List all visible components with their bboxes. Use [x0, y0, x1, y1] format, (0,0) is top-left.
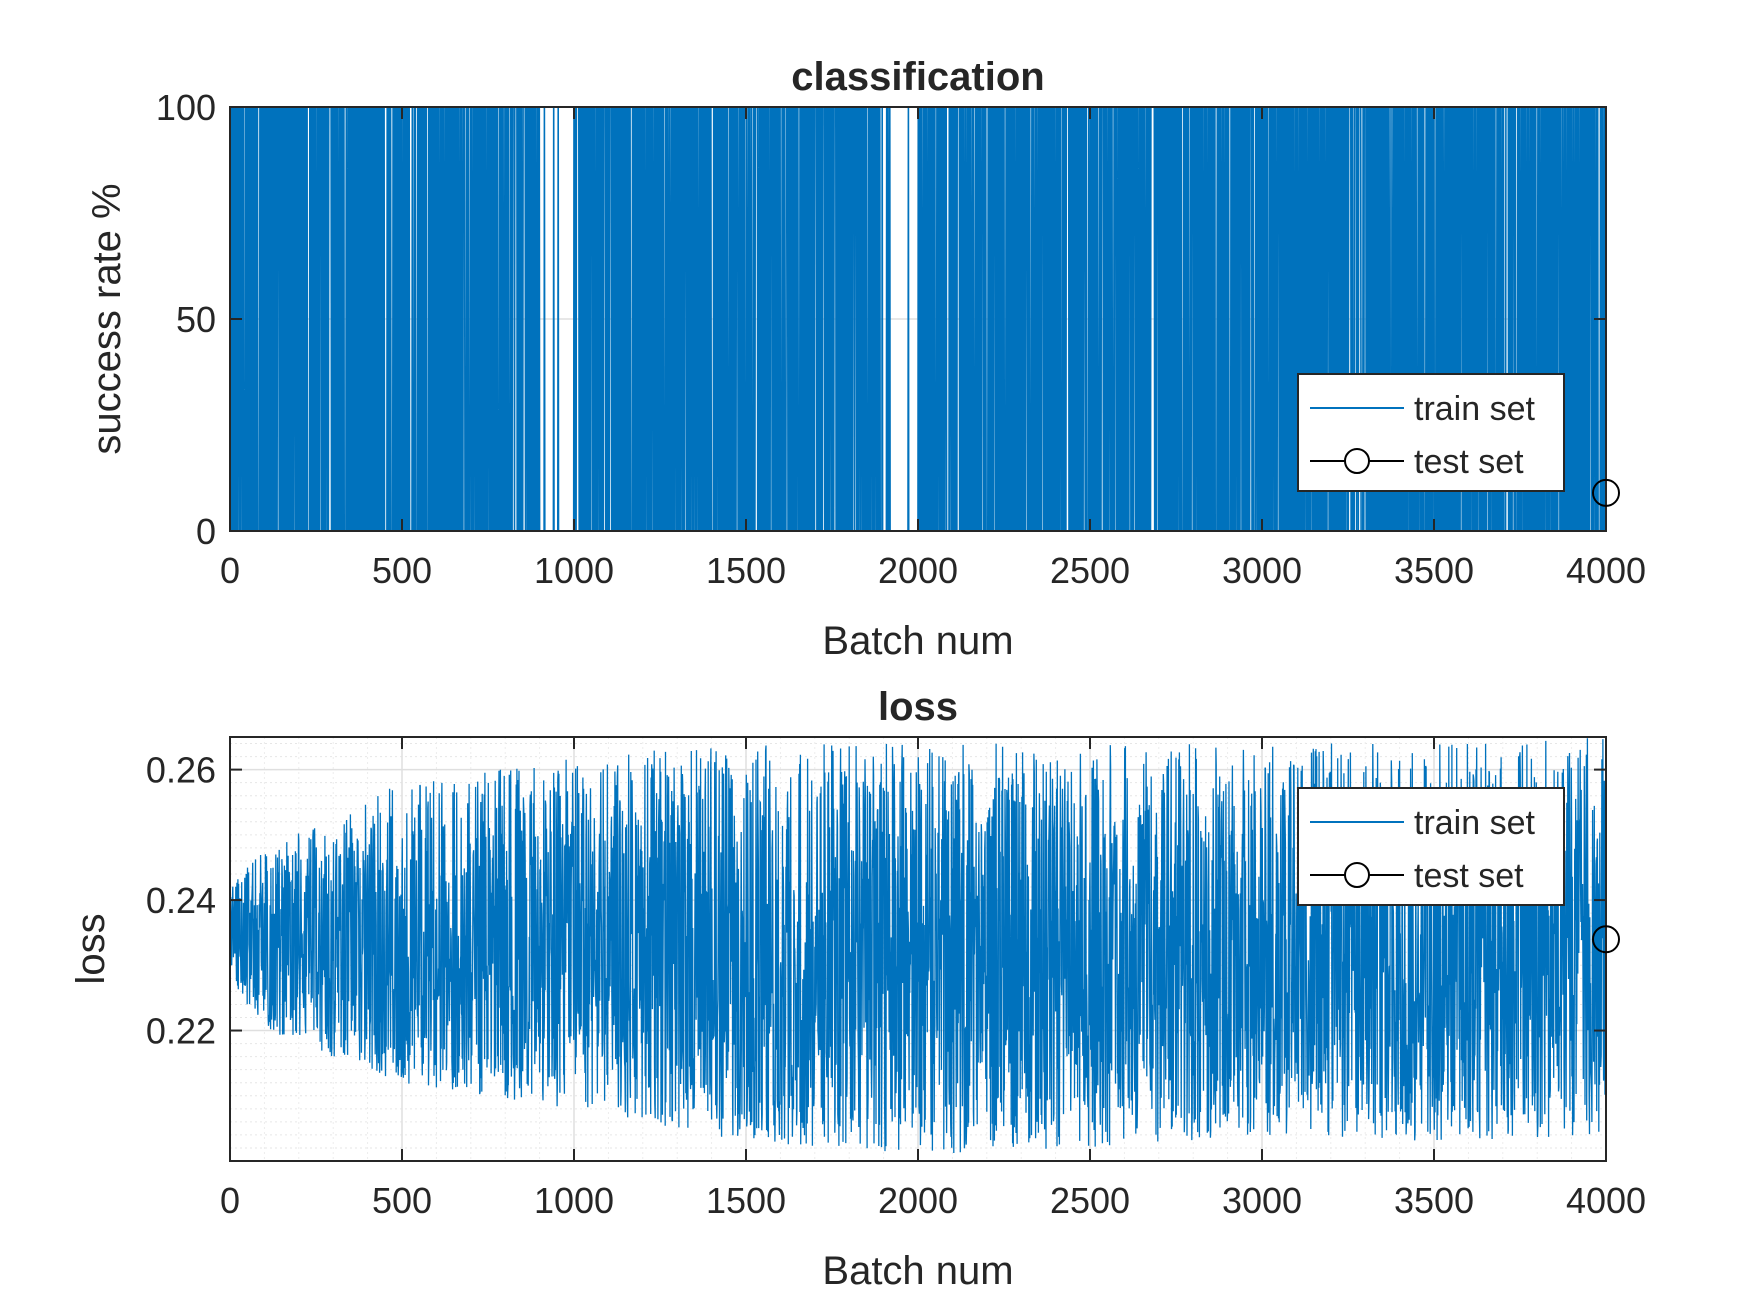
x-tick-label: 1000 — [534, 550, 614, 591]
test-set-marker — [1592, 478, 1620, 507]
x-tick-label: 2500 — [1050, 550, 1130, 591]
y-tick-label: 0 — [196, 511, 216, 552]
plot-layer — [229, 738, 1607, 1154]
legend-box — [1297, 373, 1565, 492]
x-tick-label: 3000 — [1222, 550, 1302, 591]
x-tick-label: 1000 — [534, 1180, 614, 1221]
loss-axes: 0 500 1000 1500 2000 2500 3000 3500 4000 0.22 0.24… — [69, 685, 1646, 1293]
x-axis-label: Batch num — [822, 1249, 1013, 1293]
x-tick-label: 4000 — [1566, 550, 1646, 591]
x-tick-label: 0 — [220, 550, 240, 591]
legend-test-label: test set — [1414, 443, 1524, 481]
x-tick-label: 3500 — [1394, 550, 1474, 591]
tick-marks — [229, 106, 1607, 532]
legend-box — [1297, 787, 1565, 906]
legend-train-label: train set — [1414, 390, 1535, 428]
x-tick-label: 0 — [220, 1180, 240, 1221]
y-tick-label: 0.26 — [146, 750, 216, 791]
y-axis-label: loss — [69, 913, 113, 984]
chart-title: classification — [791, 55, 1044, 99]
x-tick-label: 500 — [372, 550, 432, 591]
test-set-marker — [1592, 925, 1620, 954]
y-tick-label: 0.24 — [146, 880, 216, 921]
y-axis-label: success rate % — [85, 183, 129, 454]
x-tick-label: 3500 — [1394, 1180, 1474, 1221]
x-tick-label: 4000 — [1566, 1180, 1646, 1221]
x-tick-label: 3000 — [1222, 1180, 1302, 1221]
x-axis-label: Batch num — [822, 619, 1013, 663]
tick-labels: 0 500 1000 1500 2000 2500 3000 3500 4000 0.22 0.24… — [146, 750, 1646, 1221]
chart-title: loss — [878, 685, 958, 729]
classification-axes: 0 500 1000 1500 2000 2500 3000 3500 4000 0 50 100 c… — [85, 55, 1646, 663]
x-tick-label: 1500 — [706, 1180, 786, 1221]
tick-labels: 0 500 1000 1500 2000 2500 3000 3500 4000 0 50 100 — [156, 87, 1646, 591]
legend: train set test set — [1297, 373, 1565, 492]
legend-test-marker — [1344, 448, 1370, 474]
legend-train-label: train set — [1414, 804, 1535, 842]
legend: train set test set — [1297, 787, 1565, 906]
y-tick-label: 0.22 — [146, 1011, 216, 1052]
x-tick-label: 2500 — [1050, 1180, 1130, 1221]
x-tick-label: 2000 — [878, 550, 958, 591]
x-tick-label: 500 — [372, 1180, 432, 1221]
tick-marks — [229, 737, 1607, 1161]
x-tick-label: 2000 — [878, 1180, 958, 1221]
y-tick-label: 50 — [176, 299, 216, 340]
legend-test-label: test set — [1414, 857, 1524, 895]
legend-test-marker — [1344, 862, 1370, 888]
train-set-line — [229, 738, 1607, 1154]
y-tick-label: 100 — [156, 87, 216, 128]
x-tick-label: 1500 — [706, 550, 786, 591]
